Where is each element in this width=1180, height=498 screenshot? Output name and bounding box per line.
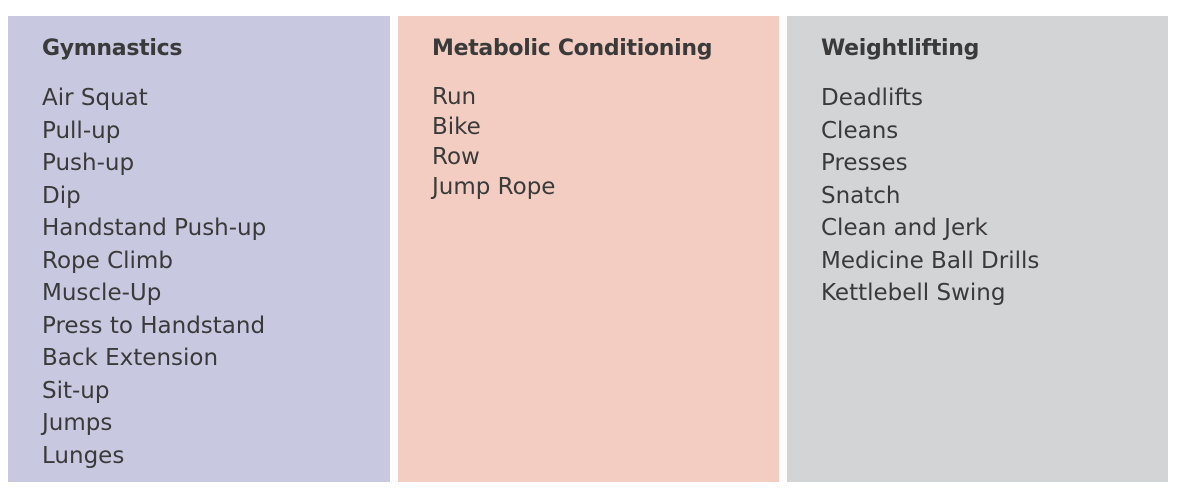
list-item: Push-up	[42, 150, 135, 176]
weightlifting-title: Weightlifting	[821, 36, 980, 61]
list-item: Dip	[42, 182, 81, 209]
metabolic-conditioning-list: Run Bike Row Jump Rope	[432, 82, 555, 202]
metabolic-conditioning-title: Metabolic Conditioning	[432, 36, 713, 61]
list-item: Run	[432, 84, 477, 110]
list-item: Rope Climb	[42, 247, 173, 274]
list-item: Back Extension	[42, 345, 219, 371]
list-item: Cleans	[821, 117, 899, 144]
list-item: Kettlebell Swing	[821, 280, 1006, 306]
list-item: Bike	[432, 114, 481, 140]
weightlifting-list: Deadlifts Cleans Presses Snatch Clean an…	[821, 82, 1039, 310]
list-item: Air Squat	[42, 85, 148, 111]
list-item: Pull-up	[42, 117, 121, 144]
gymnastics-list: Air Squat Pull-up Push-up Dip Handstand …	[42, 82, 266, 472]
list-item: Lunges	[42, 442, 125, 469]
list-item: Deadlifts	[821, 85, 924, 111]
list-item: Medicine Ball Drills	[821, 247, 1040, 274]
list-item: Jumps	[42, 410, 113, 436]
list-item: Handstand Push-up	[42, 215, 267, 241]
list-item: Clean and Jerk	[821, 215, 988, 241]
list-item: Sit-up	[42, 377, 110, 404]
list-item: Press to Handstand	[42, 312, 266, 339]
list-item: Row	[432, 144, 480, 170]
metabolic-conditioning-panel: Metabolic Conditioning Run Bike Row Jump…	[398, 16, 779, 482]
list-item: Muscle-Up	[42, 280, 162, 306]
list-item: Snatch	[821, 182, 901, 209]
gymnastics-panel: Gymnastics Air Squat Pull-up Push-up Dip…	[8, 16, 390, 482]
gymnastics-title: Gymnastics	[42, 36, 183, 61]
list-item: Jump Rope	[432, 174, 556, 200]
weightlifting-panel: Weightlifting Deadlifts Cleans Presses S…	[787, 16, 1168, 482]
list-item: Presses	[821, 150, 908, 176]
